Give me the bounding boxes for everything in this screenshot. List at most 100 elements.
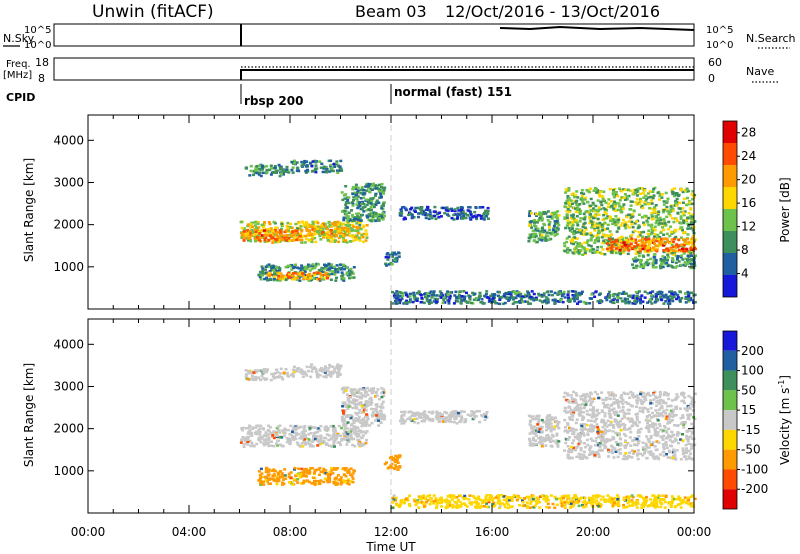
data-cell xyxy=(446,213,449,216)
data-cell xyxy=(678,290,682,293)
data-cell xyxy=(330,444,334,448)
data-cell xyxy=(639,265,643,268)
data-cell xyxy=(248,174,252,177)
data-cell xyxy=(295,238,298,242)
data-cell xyxy=(661,261,665,265)
data-cell xyxy=(635,299,639,302)
data-cell xyxy=(677,248,681,252)
data-cell xyxy=(672,295,676,299)
data-cell xyxy=(336,375,340,378)
data-cell xyxy=(596,237,600,241)
data-cell xyxy=(674,193,678,197)
data-cell xyxy=(310,233,314,236)
data-cell xyxy=(623,198,627,201)
data-cell xyxy=(690,258,693,261)
data-cell xyxy=(362,240,366,244)
data-cell xyxy=(567,226,571,230)
data-cell xyxy=(309,365,312,369)
data-cell xyxy=(547,223,551,226)
data-cell xyxy=(356,186,360,190)
data-cell xyxy=(672,245,676,248)
data-cell xyxy=(334,483,338,486)
data-cell xyxy=(320,270,324,274)
data-cell xyxy=(355,407,359,410)
data-cell xyxy=(320,442,323,445)
data-cell xyxy=(286,273,290,277)
data-cell xyxy=(251,229,255,233)
data-cell xyxy=(364,401,368,405)
data-cell xyxy=(583,249,587,252)
data-cell xyxy=(303,435,307,439)
data-cell xyxy=(289,222,293,226)
data-cell xyxy=(343,473,346,476)
data-cell xyxy=(365,183,369,186)
data-cell xyxy=(437,216,441,219)
data-cell xyxy=(670,232,674,235)
data-cell xyxy=(588,413,592,417)
data-cell xyxy=(316,438,320,442)
data-cell xyxy=(352,239,356,242)
data-cell xyxy=(360,443,364,446)
data-cell xyxy=(272,277,276,281)
data-cell xyxy=(490,293,494,296)
data-cell xyxy=(617,226,621,229)
data-cell xyxy=(303,370,307,374)
data-cell xyxy=(414,206,418,210)
data-cell xyxy=(369,187,373,191)
data-cell xyxy=(603,208,607,211)
data-cell xyxy=(364,185,368,188)
data-cell xyxy=(448,297,452,300)
data-cell xyxy=(303,267,306,270)
data-cell xyxy=(613,420,617,423)
data-cell xyxy=(600,236,604,239)
data-cell xyxy=(273,166,277,170)
data-cell xyxy=(240,236,244,239)
data-cell xyxy=(347,470,351,474)
data-cell xyxy=(635,294,639,298)
data-cell xyxy=(644,236,648,239)
data-cell xyxy=(610,204,614,208)
data-cell xyxy=(628,294,632,297)
data-cell xyxy=(314,264,318,268)
data-cell xyxy=(417,212,421,215)
data-cell xyxy=(322,436,326,440)
data-cell xyxy=(368,397,372,401)
data-cell xyxy=(319,230,323,233)
data-cell xyxy=(626,252,630,256)
data-cell xyxy=(498,302,501,306)
data-cell xyxy=(650,215,654,218)
data-cell xyxy=(537,219,541,222)
data-cell xyxy=(681,190,685,194)
data-cell xyxy=(381,212,385,215)
data-cell xyxy=(574,207,577,210)
data-cell xyxy=(295,233,299,237)
data-cell xyxy=(261,271,265,275)
data-cell xyxy=(550,217,554,220)
data-cell xyxy=(352,469,356,472)
data-cell xyxy=(303,161,307,164)
data-cell xyxy=(544,234,548,237)
data-cell xyxy=(319,277,323,281)
data-cell xyxy=(609,200,613,203)
data-cell xyxy=(355,217,359,221)
data-cell xyxy=(673,187,677,190)
data-cell xyxy=(263,442,267,446)
data-cell xyxy=(321,370,325,373)
data-cell xyxy=(286,221,290,225)
data-cell xyxy=(249,169,253,173)
data-cell xyxy=(258,270,262,274)
data-cell xyxy=(267,436,271,439)
data-cell xyxy=(342,391,346,394)
data-cell xyxy=(647,250,651,254)
data-cell xyxy=(620,244,623,248)
data-cell xyxy=(270,435,274,438)
data-cell xyxy=(275,226,279,229)
data-cell xyxy=(590,220,594,224)
data-cell xyxy=(356,189,360,193)
data-cell xyxy=(607,246,611,249)
data-cell xyxy=(271,474,275,477)
data-cell xyxy=(624,246,628,249)
data-cell xyxy=(337,367,341,370)
data-cell xyxy=(691,213,695,216)
